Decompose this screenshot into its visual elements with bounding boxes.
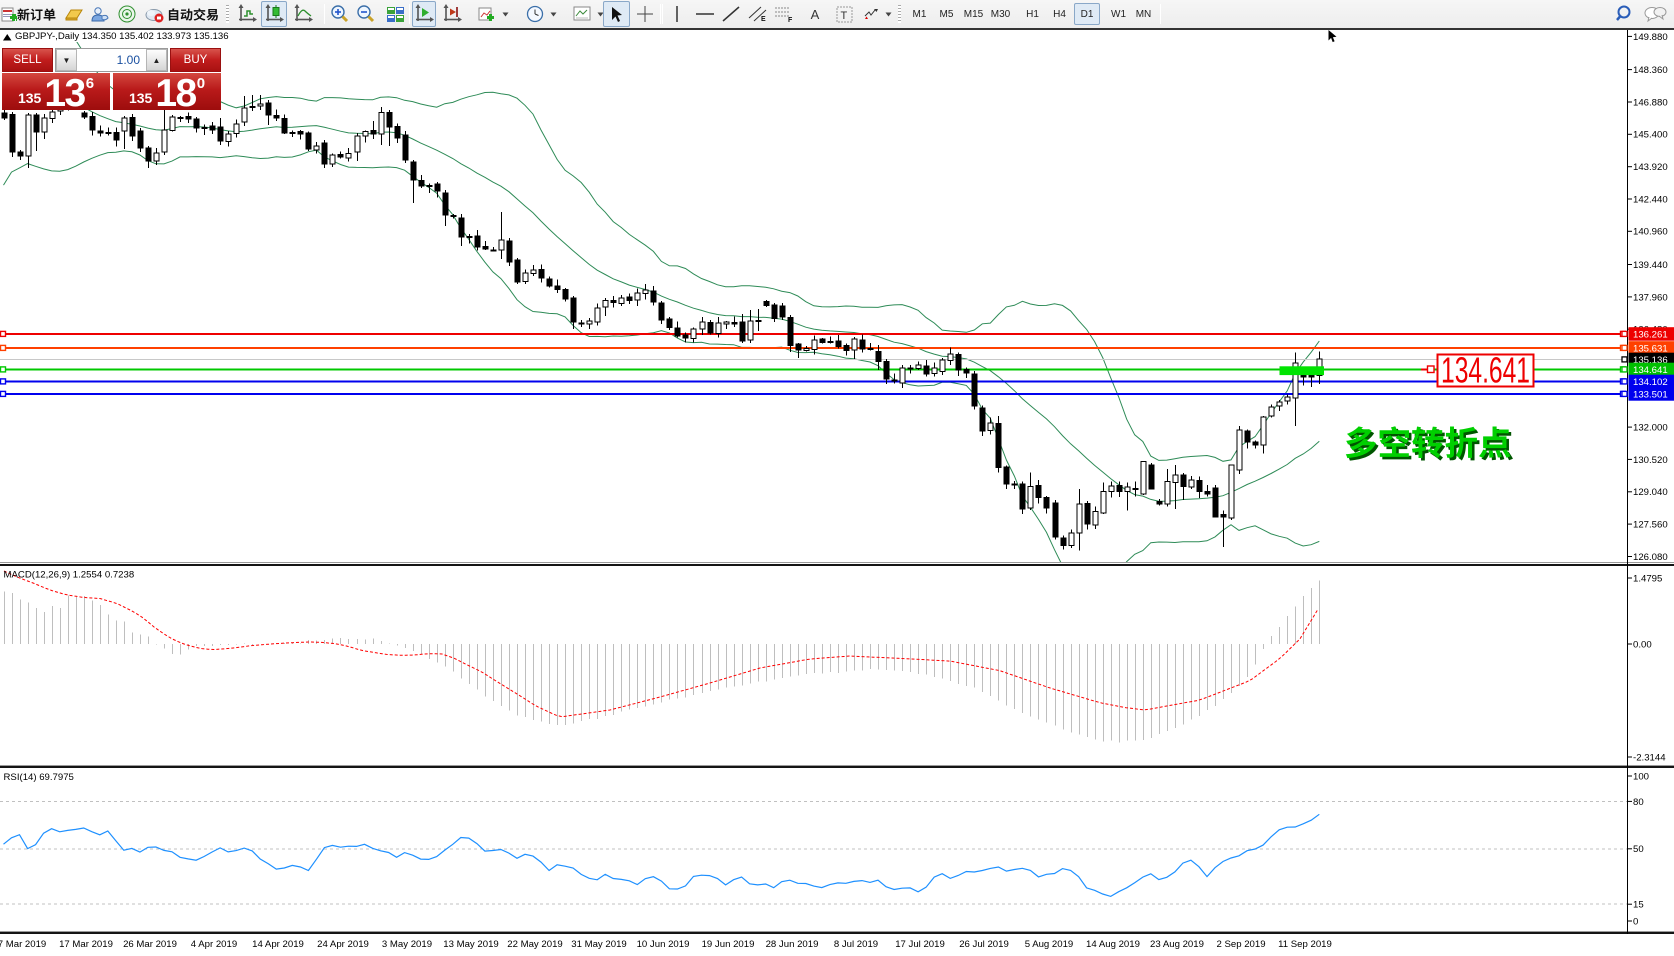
svg-text:T: T	[840, 10, 847, 22]
svg-text:14 Aug 2019: 14 Aug 2019	[1086, 939, 1140, 950]
svg-text:139.440: 139.440	[1633, 260, 1668, 271]
svg-text:143.920: 143.920	[1633, 162, 1668, 173]
svg-text:134.641: 134.641	[1441, 350, 1530, 391]
svg-text:142.440: 142.440	[1633, 194, 1668, 205]
svg-text:10 Jun 2019: 10 Jun 2019	[637, 939, 690, 950]
svg-text:126.080: 126.080	[1633, 552, 1668, 563]
svg-text:13 May 2019: 13 May 2019	[443, 939, 498, 950]
svg-text:1.4795: 1.4795	[1633, 573, 1662, 584]
svg-text:MACD(12,26,9) 1.2554 0.7238: MACD(12,26,9) 1.2554 0.7238	[4, 570, 135, 581]
svg-text:26 Mar 2019: 26 Mar 2019	[123, 939, 177, 950]
svg-text:0: 0	[1633, 916, 1638, 927]
svg-text:134.102: 134.102	[1633, 377, 1668, 388]
svg-text:130.520: 130.520	[1633, 455, 1668, 466]
svg-text:5 Aug 2019: 5 Aug 2019	[1025, 939, 1074, 950]
svg-text:133.501: 133.501	[1633, 389, 1668, 400]
svg-text:80: 80	[1633, 797, 1644, 808]
svg-text:28 Jun 2019: 28 Jun 2019	[766, 939, 819, 950]
svg-text:8 Jul 2019: 8 Jul 2019	[834, 939, 878, 950]
svg-text:134.641: 134.641	[1633, 365, 1668, 376]
svg-text:24 Apr 2019: 24 Apr 2019	[317, 939, 369, 950]
svg-text:145.400: 145.400	[1633, 130, 1668, 141]
svg-text:GBPJPY-,Daily 134.350 135.402: GBPJPY-,Daily 134.350 135.402 133.973 13…	[15, 31, 229, 42]
svg-text:RSI(14) 69.7975: RSI(14) 69.7975	[4, 772, 74, 783]
svg-text:17 Jul 2019: 17 Jul 2019	[895, 939, 945, 950]
svg-text:136.261: 136.261	[1633, 329, 1668, 340]
svg-text:0.00: 0.00	[1633, 639, 1652, 650]
svg-text:7 Mar 2019: 7 Mar 2019	[0, 939, 46, 950]
svg-text:4 Apr 2019: 4 Apr 2019	[191, 939, 237, 950]
svg-text:31 May 2019: 31 May 2019	[571, 939, 626, 950]
svg-text:148.360: 148.360	[1633, 65, 1668, 76]
svg-text:50: 50	[1633, 844, 1644, 855]
svg-text:15: 15	[1633, 900, 1644, 911]
svg-text:22 May 2019: 22 May 2019	[507, 939, 562, 950]
svg-text:F: F	[788, 17, 793, 23]
svg-text:2 Sep 2019: 2 Sep 2019	[1216, 939, 1265, 950]
svg-text:11 Sep 2019: 11 Sep 2019	[1278, 939, 1332, 950]
svg-text:127.560: 127.560	[1633, 520, 1668, 531]
svg-text:100: 100	[1633, 771, 1649, 782]
svg-text:132.000: 132.000	[1633, 423, 1668, 434]
svg-text:19 Jun 2019: 19 Jun 2019	[702, 939, 755, 950]
svg-text:-2.3144: -2.3144	[1633, 752, 1666, 763]
svg-text:140.960: 140.960	[1633, 227, 1668, 238]
svg-text:3 May 2019: 3 May 2019	[382, 939, 432, 950]
svg-text:149.880: 149.880	[1633, 32, 1668, 43]
svg-text:17 Mar 2019: 17 Mar 2019	[59, 939, 113, 950]
svg-text:137.960: 137.960	[1633, 292, 1668, 303]
svg-text:129.040: 129.040	[1633, 487, 1668, 498]
svg-text:14 Apr 2019: 14 Apr 2019	[252, 939, 304, 950]
svg-text:23 Aug 2019: 23 Aug 2019	[1150, 939, 1204, 950]
svg-text:146.880: 146.880	[1633, 97, 1668, 108]
svg-text:E: E	[761, 16, 766, 23]
svg-text:26 Jul 2019: 26 Jul 2019	[959, 939, 1009, 950]
